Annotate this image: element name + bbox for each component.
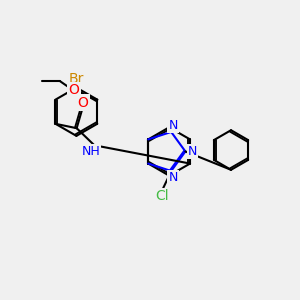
Text: N: N (169, 171, 178, 184)
Text: NH: NH (81, 145, 100, 158)
Text: O: O (68, 83, 79, 97)
Text: Cl: Cl (155, 189, 169, 203)
Text: N: N (188, 145, 197, 158)
Text: N: N (169, 119, 178, 132)
Text: O: O (78, 96, 88, 110)
Text: Br: Br (69, 72, 84, 86)
